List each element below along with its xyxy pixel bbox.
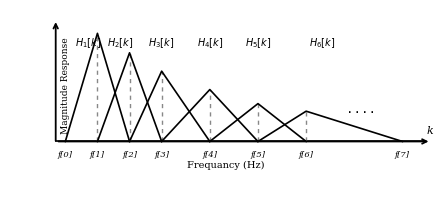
Text: ....: .... <box>346 103 376 115</box>
Text: f[1]: f[1] <box>90 151 105 159</box>
Text: Frequancy (Hz): Frequancy (Hz) <box>187 160 265 169</box>
Text: $H_4[k]$: $H_4[k]$ <box>197 37 223 50</box>
Text: f[0]: f[0] <box>58 151 73 159</box>
Text: f[7]: f[7] <box>395 151 410 159</box>
Text: f[6]: f[6] <box>299 151 314 159</box>
Text: $H_2[k]$: $H_2[k]$ <box>107 37 133 50</box>
Text: f[2]: f[2] <box>122 151 137 159</box>
Text: $H_6[k]$: $H_6[k]$ <box>309 37 336 50</box>
Text: f[4]: f[4] <box>202 151 217 159</box>
Text: f[5]: f[5] <box>250 151 266 159</box>
Text: f[3]: f[3] <box>154 151 169 159</box>
Text: Magnitude Response: Magnitude Response <box>61 37 70 133</box>
Text: k: k <box>426 126 433 136</box>
Text: $H_5[k]$: $H_5[k]$ <box>245 37 271 50</box>
Text: $H_3[k]$: $H_3[k]$ <box>148 37 175 50</box>
Text: $H_1[k]$: $H_1[k]$ <box>74 37 101 50</box>
